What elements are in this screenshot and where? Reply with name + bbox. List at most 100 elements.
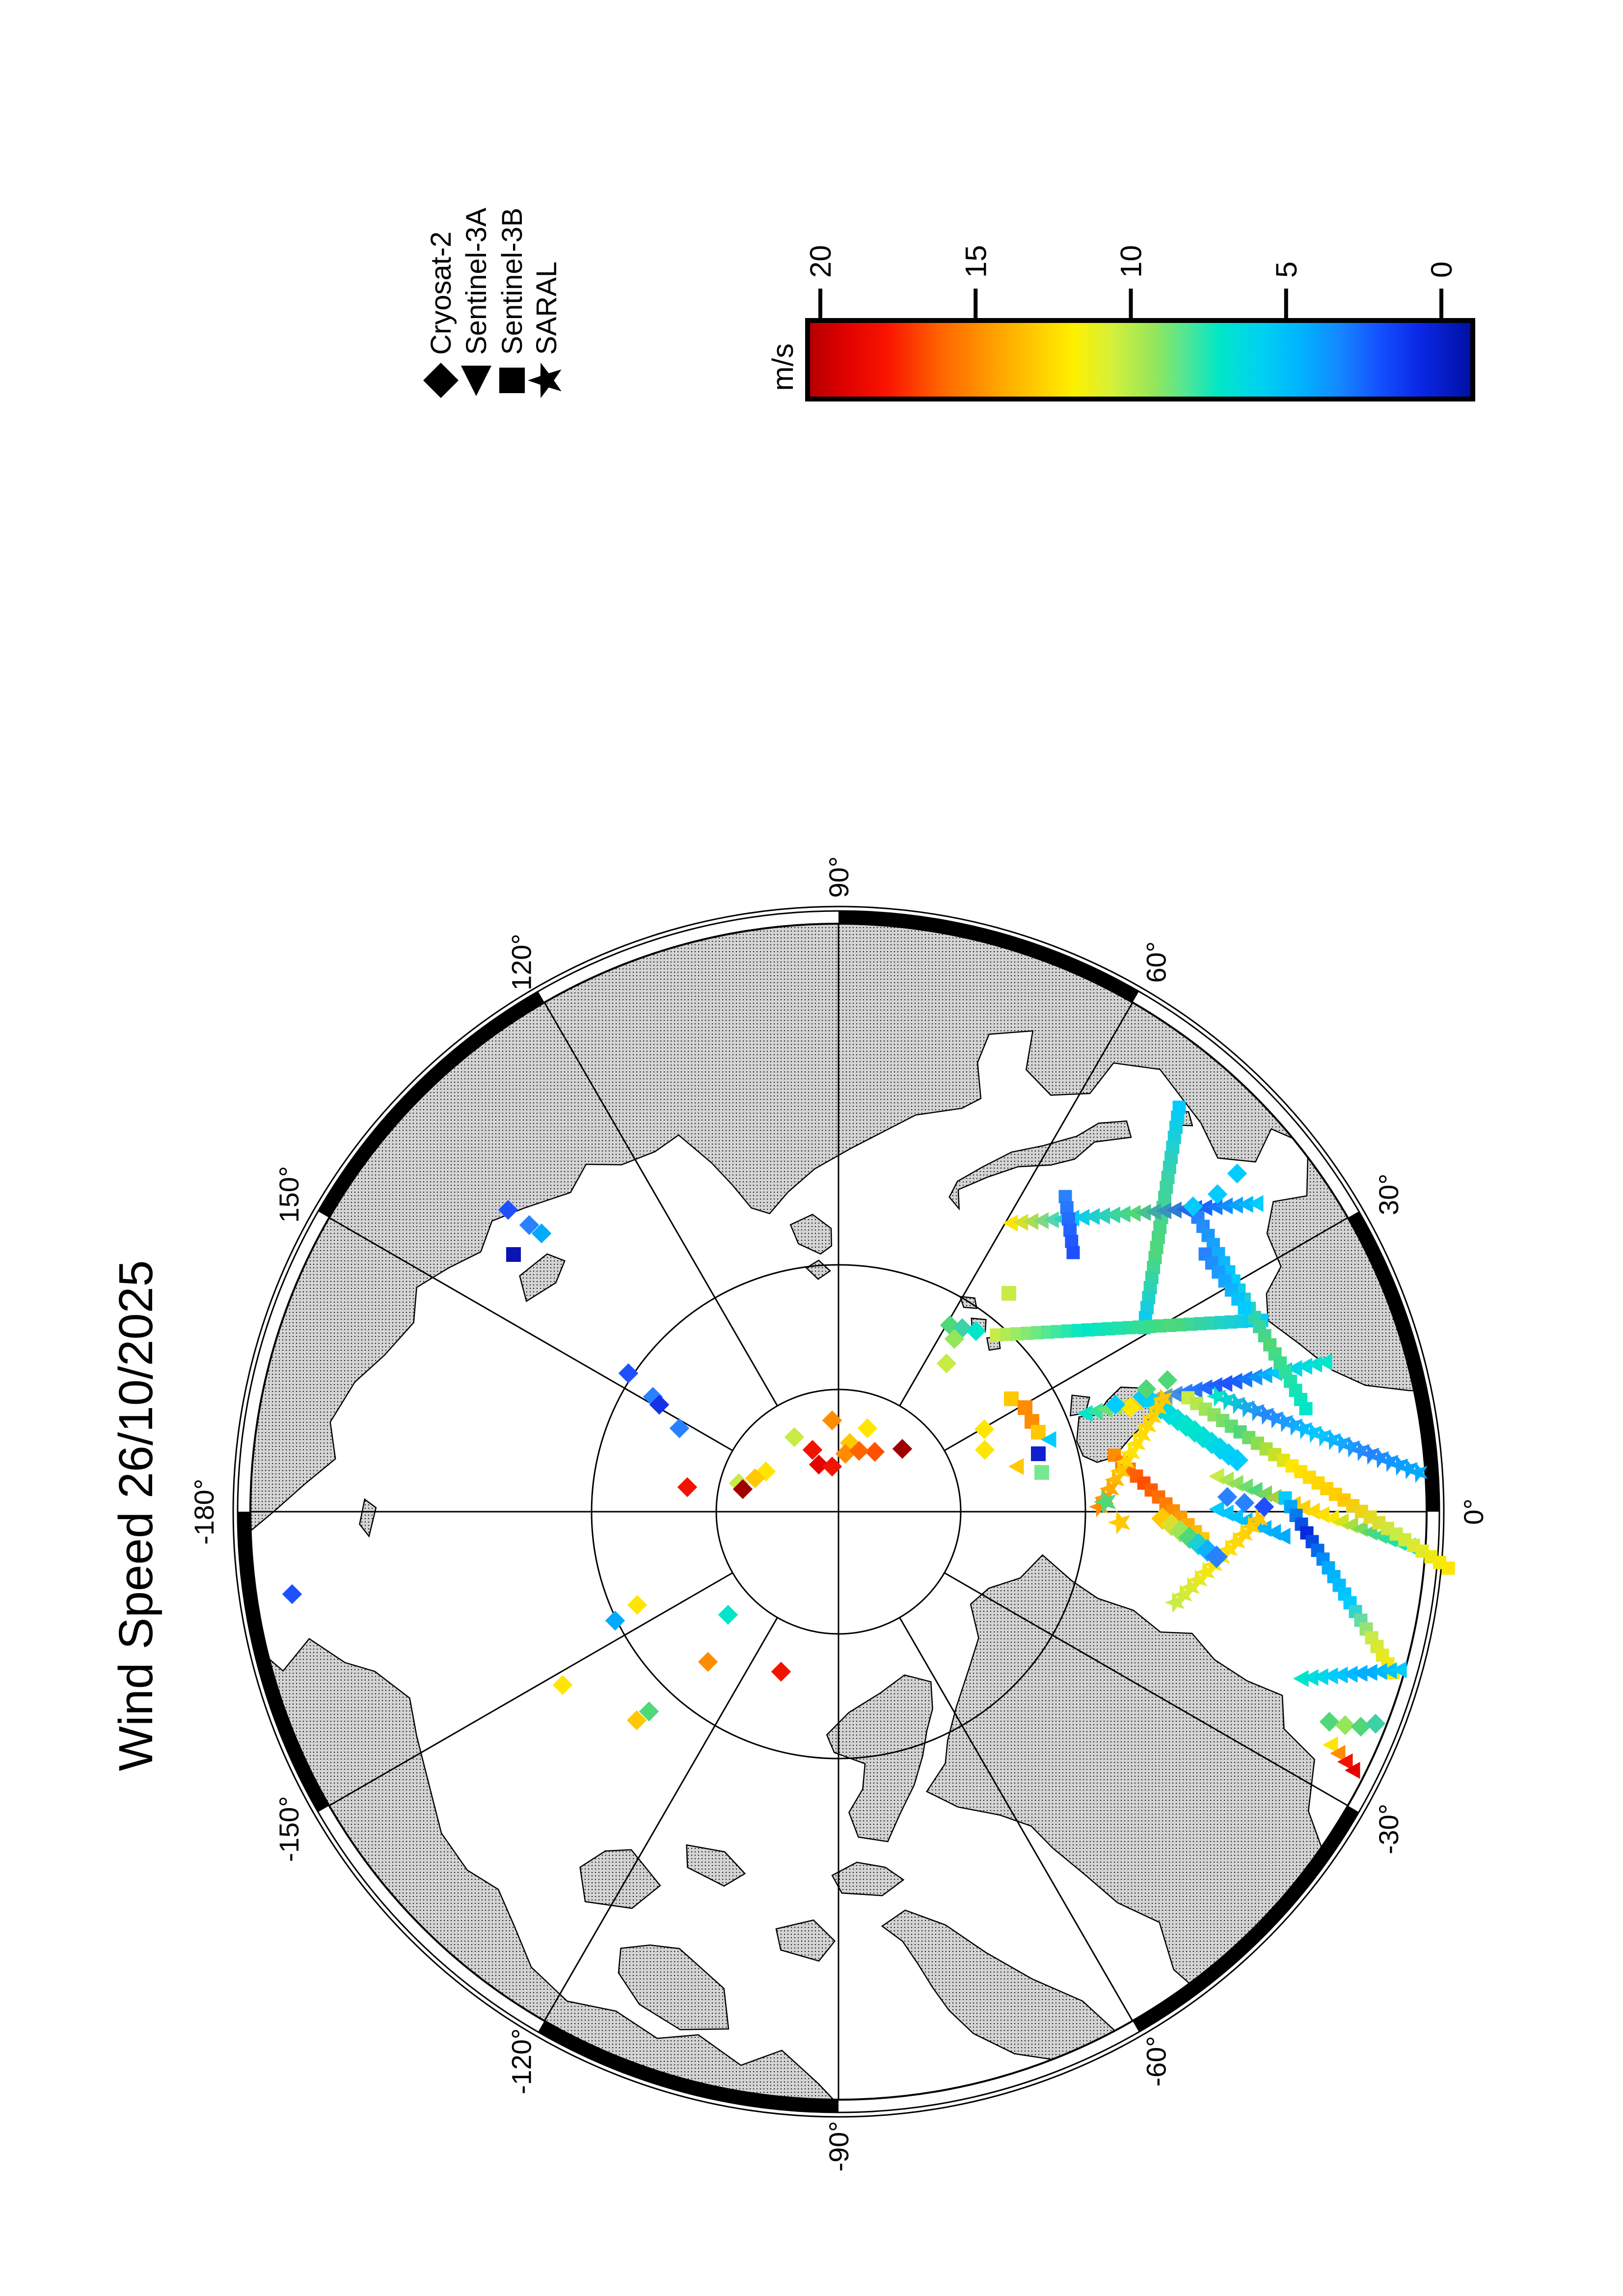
track-symbol-sentinel-3b bbox=[1020, 1327, 1034, 1340]
track-symbol-cryosat-2 bbox=[1166, 1408, 1190, 1431]
data-point bbox=[1234, 1493, 1255, 1513]
data-point bbox=[974, 1440, 995, 1460]
track-symbol-saral bbox=[1187, 1569, 1208, 1590]
track-symbol-sentinel-3b bbox=[1010, 1327, 1024, 1341]
track-symbol-cryosat-2 bbox=[1226, 1449, 1248, 1471]
track-symbol-sentinel-3a bbox=[1342, 1665, 1358, 1683]
track-symbol-sentinel-3a bbox=[1237, 1370, 1252, 1388]
track-symbol-sentinel-3a bbox=[1391, 1661, 1407, 1679]
data-point bbox=[1034, 1465, 1049, 1480]
track-symbol-sentinel-3a bbox=[1238, 1196, 1253, 1213]
data-point bbox=[1105, 1394, 1126, 1415]
track-symbol-saral bbox=[1099, 1478, 1119, 1499]
track-symbol-sentinel-3a bbox=[1012, 1214, 1028, 1231]
meridian-330 bbox=[944, 1572, 1349, 1807]
track-symbol-sentinel-3b bbox=[1161, 1171, 1175, 1184]
track-symbol-sentinel-3a bbox=[1317, 1353, 1332, 1371]
data-point bbox=[1004, 1391, 1019, 1406]
data-point bbox=[1008, 1458, 1024, 1475]
lon-label-0: 0° bbox=[1458, 1498, 1489, 1525]
track-symbol-saral bbox=[1206, 1386, 1227, 1407]
track-symbol-cryosat-2 bbox=[1205, 1546, 1228, 1568]
colorbar-tick-label: 10 bbox=[1115, 245, 1148, 278]
track-symbol-sentinel-3a bbox=[1074, 1209, 1090, 1226]
track-symbol-sentinel-3b bbox=[1082, 1323, 1095, 1337]
track-symbol-sentinel-3a bbox=[1033, 1212, 1049, 1229]
coastline-wrangel-island bbox=[359, 1498, 377, 1538]
data-point bbox=[974, 1419, 995, 1440]
track-symbol-saral bbox=[1164, 1592, 1185, 1613]
track-symbol-sentinel-3b bbox=[1158, 1191, 1172, 1204]
data-point bbox=[627, 1595, 648, 1615]
track-symbol-saral bbox=[1126, 1433, 1146, 1455]
coastline-banks-island bbox=[579, 1849, 661, 1909]
data-point bbox=[506, 1247, 521, 1262]
coastline-ellesmere bbox=[826, 1674, 933, 1842]
track-symbol-sentinel-3b bbox=[1153, 1221, 1167, 1234]
track-symbol-sentinel-3b bbox=[1153, 1319, 1166, 1333]
frame-band-outer bbox=[237, 910, 1440, 2113]
data-point bbox=[519, 1215, 540, 1235]
star-icon bbox=[528, 362, 562, 399]
track-symbol-sentinel-3b bbox=[1112, 1321, 1126, 1335]
track-symbol-sentinel-3a bbox=[1345, 1762, 1360, 1779]
track-symbol-sentinel-3a bbox=[1306, 1356, 1323, 1373]
data-point bbox=[936, 1353, 957, 1374]
track-symbol-sentinel-3b bbox=[1122, 1321, 1136, 1335]
track-symbol-sentinel-3a bbox=[1166, 1201, 1182, 1219]
track-symbol-sentinel-3a bbox=[1362, 1664, 1378, 1681]
track-symbol-sentinel-3a bbox=[1156, 1202, 1171, 1220]
track-symbol-saral bbox=[1379, 1451, 1399, 1472]
track-symbol-saral bbox=[1109, 1460, 1130, 1482]
lon-label-90: 90° bbox=[823, 856, 854, 898]
data-point bbox=[649, 1394, 670, 1415]
track-symbol-saral bbox=[1293, 1418, 1313, 1440]
track-symbol-sentinel-3b bbox=[1234, 1314, 1248, 1328]
track-symbol-saral bbox=[1225, 1531, 1245, 1552]
colorbar: m/s 20 15 10 5 0 bbox=[766, 245, 1475, 401]
lon-label--150: -150° bbox=[273, 1796, 304, 1862]
data-point bbox=[605, 1610, 625, 1631]
track-symbol-sentinel-3a bbox=[1187, 1381, 1203, 1399]
lon-label-150: 150° bbox=[273, 1166, 304, 1223]
track-symbol-sentinel-3b bbox=[1151, 1230, 1165, 1244]
track-symbol-sentinel-3a bbox=[1275, 1527, 1291, 1545]
track-symbol-saral bbox=[1398, 1458, 1418, 1479]
data-point bbox=[966, 1321, 986, 1341]
track-symbol-saral bbox=[1350, 1440, 1371, 1462]
data-point bbox=[1365, 1713, 1386, 1734]
track-symbol-sentinel-3b bbox=[1184, 1317, 1197, 1331]
data-point bbox=[1001, 1286, 1016, 1301]
track-symbol-sentinel-3b bbox=[1060, 1201, 1074, 1215]
lon-label--60: -60° bbox=[1141, 2036, 1172, 2086]
legend-label-sentinel3a: Sentinel-3A bbox=[460, 208, 492, 355]
colorbar-tick-label: 15 bbox=[959, 245, 992, 278]
track-symbol-saral bbox=[1217, 1539, 1238, 1560]
meridian-150 bbox=[328, 1217, 733, 1451]
coastline-novaya-zemlya bbox=[948, 1120, 1132, 1211]
track-symbol-saral bbox=[1235, 1396, 1255, 1418]
track-symbol-sentinel-3b bbox=[1102, 1322, 1115, 1335]
data-point bbox=[718, 1604, 738, 1625]
track-symbol-sentinel-3b bbox=[1166, 1141, 1180, 1154]
data-point bbox=[1093, 1490, 1116, 1514]
meridian-240 bbox=[543, 1617, 778, 2022]
track-symbol-sentinel-3a bbox=[1323, 1736, 1338, 1754]
track-symbol-sentinel-3a bbox=[1337, 1753, 1353, 1770]
track-symbol-cryosat-2 bbox=[1178, 1526, 1201, 1549]
track-symbol-sentinel-3a bbox=[1352, 1664, 1368, 1682]
track-symbol-sentinel-3a bbox=[1135, 1204, 1151, 1221]
track-symbol-saral bbox=[1254, 1404, 1274, 1425]
track-symbol-sentinel-3a bbox=[1217, 1375, 1233, 1392]
track-symbol-sentinel-3b bbox=[1071, 1324, 1085, 1337]
track-symbol-saral bbox=[1115, 1451, 1136, 1472]
meridian-210 bbox=[328, 1572, 733, 1807]
meridian-120 bbox=[543, 1002, 778, 1407]
track-symbol-sentinel-3b bbox=[1061, 1324, 1075, 1338]
track-symbol-saral bbox=[1248, 1508, 1269, 1530]
diamond-icon bbox=[423, 363, 459, 398]
coastline-somerset-island bbox=[775, 1919, 836, 1962]
data-point bbox=[1018, 1400, 1032, 1415]
meridian-300 bbox=[899, 1617, 1134, 2022]
